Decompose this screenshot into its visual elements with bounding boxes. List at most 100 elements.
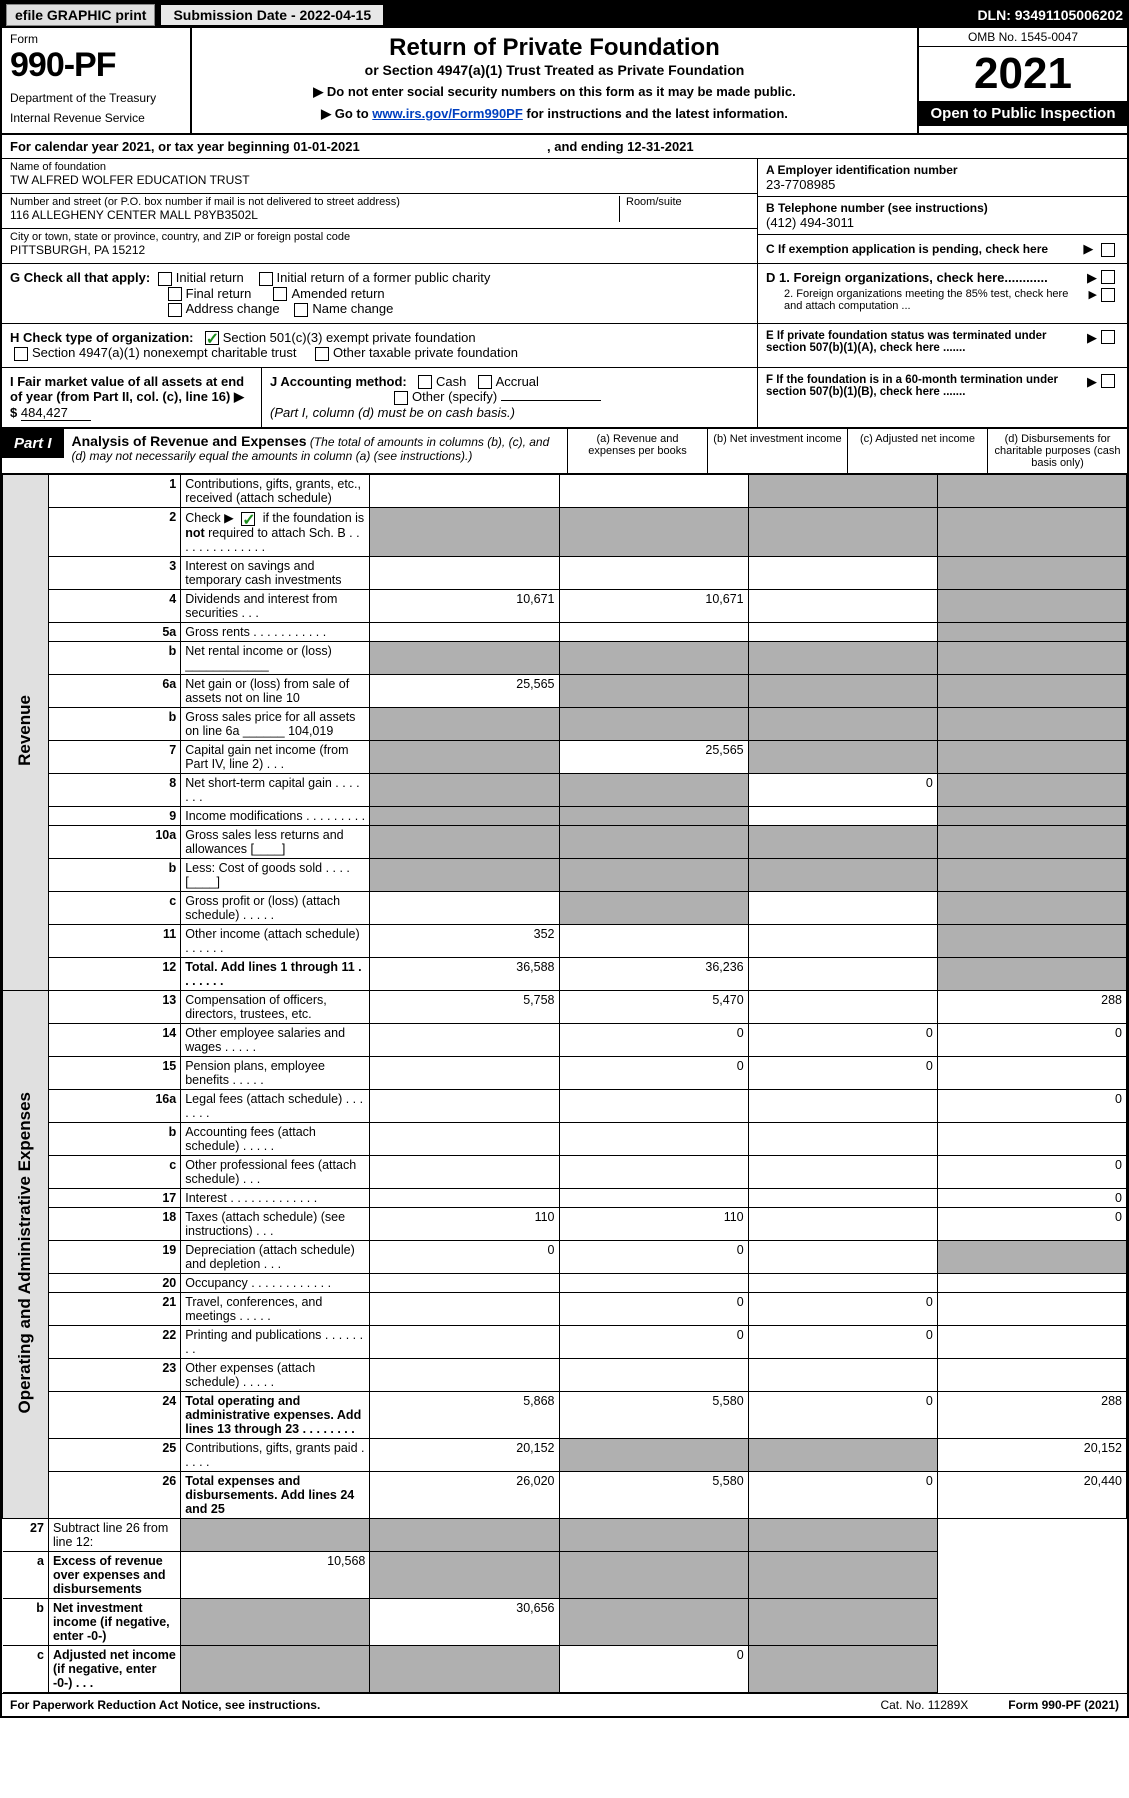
line-number: b <box>3 1598 49 1645</box>
line-desc: Gross rents . . . . . . . . . . . <box>181 622 370 641</box>
g-initial-return-checkbox[interactable] <box>158 272 172 286</box>
efile-print-button[interactable]: efile GRAPHIC print <box>6 4 155 26</box>
j-cash-checkbox[interactable] <box>418 375 432 389</box>
amount-cell <box>559 1089 748 1122</box>
amount-cell-shaded <box>559 641 748 674</box>
j-cash: Cash <box>436 374 466 389</box>
amount-cell <box>370 556 559 589</box>
section-h: H Check type of organization: Section 50… <box>2 324 757 367</box>
section-i: I Fair market value of all assets at end… <box>2 368 262 427</box>
g-address-change-checkbox[interactable] <box>168 303 182 317</box>
amount-cell <box>370 474 559 507</box>
line-desc: Occupancy . . . . . . . . . . . . <box>181 1273 370 1292</box>
amount-cell-shaded <box>559 1518 748 1551</box>
goto-link-line: ▶ Go to www.irs.gov/Form990PF for instru… <box>202 106 907 122</box>
line-number: 9 <box>48 806 180 825</box>
form-title: Return of Private Foundation <box>202 34 907 62</box>
amount-cell-shaded <box>559 1598 748 1645</box>
amount-cell-shaded <box>937 474 1126 507</box>
amount-cell-shaded <box>937 740 1126 773</box>
amount-cell: 0 <box>748 1056 937 1089</box>
amount-cell <box>370 1358 559 1391</box>
omb-number: OMB No. 1545-0047 <box>919 28 1127 47</box>
amount-cell <box>559 1188 748 1207</box>
amount-cell: 0 <box>937 1023 1126 1056</box>
line-number: 4 <box>48 589 180 622</box>
name-label: Name of foundation <box>10 161 749 173</box>
amount-cell <box>937 1122 1126 1155</box>
line-desc: Contributions, gifts, grants, etc., rece… <box>181 474 370 507</box>
amount-cell <box>937 1325 1126 1358</box>
amount-cell: 0 <box>748 1325 937 1358</box>
amount-cell: 0 <box>370 1240 559 1273</box>
amount-cell-shaded <box>748 1438 937 1471</box>
section-d: D 1. Foreign organizations, check here..… <box>757 264 1127 323</box>
amount-cell: 10,568 <box>181 1551 370 1598</box>
table-row: 21Travel, conferences, and meetings . . … <box>3 1292 1127 1325</box>
amount-cell-shaded <box>937 825 1126 858</box>
amount-cell-shaded <box>937 556 1126 589</box>
g-final-return-checkbox[interactable] <box>168 287 182 301</box>
address-row: Number and street (or P.O. box number if… <box>2 194 757 229</box>
irs-link[interactable]: www.irs.gov/Form990PF <box>372 106 523 121</box>
submission-date: Submission Date - 2022-04-15 <box>161 5 383 25</box>
amount-cell: 0 <box>559 1292 748 1325</box>
line-number: 15 <box>48 1056 180 1089</box>
city-row: City or town, state or province, country… <box>2 229 757 263</box>
h-4947-checkbox[interactable] <box>14 347 28 361</box>
amount-cell <box>559 1273 748 1292</box>
j-other: Other (specify) <box>412 389 497 404</box>
amount-cell <box>748 1155 937 1188</box>
amount-cell-shaded <box>748 1551 937 1598</box>
g-label: G Check all that apply: <box>10 270 150 285</box>
amount-cell <box>370 622 559 641</box>
amount-cell <box>748 1240 937 1273</box>
e-checkbox[interactable] <box>1101 330 1115 344</box>
line-desc: Gross sales price for all assets on line… <box>181 707 370 740</box>
f-label: F If the foundation is in a 60-month ter… <box>766 374 1087 398</box>
table-row: 19Depreciation (attach schedule) and dep… <box>3 1240 1127 1273</box>
amount-cell: 36,236 <box>559 957 748 990</box>
line-number: b <box>48 641 180 674</box>
amount-cell-shaded <box>181 1645 370 1692</box>
j-other-checkbox[interactable] <box>394 391 408 405</box>
amount-cell-shaded <box>370 507 559 556</box>
g-name-change: Name change <box>312 301 393 316</box>
table-row: 11Other income (attach schedule) . . . .… <box>3 924 1127 957</box>
amount-cell <box>748 589 937 622</box>
amount-cell-shaded <box>559 825 748 858</box>
h-501c3-checkbox[interactable] <box>205 331 219 345</box>
amount-cell-shaded <box>937 507 1126 556</box>
amount-cell-shaded <box>748 1518 937 1551</box>
j-accrual-checkbox[interactable] <box>478 375 492 389</box>
amount-cell-shaded <box>559 1438 748 1471</box>
form-number: 990-PF <box>10 46 182 85</box>
amount-cell-shaded <box>937 641 1126 674</box>
amount-cell: 0 <box>748 1292 937 1325</box>
amount-cell: 10,671 <box>370 589 559 622</box>
j-note: (Part I, column (d) must be on cash basi… <box>270 405 515 420</box>
amount-cell: 0 <box>559 1056 748 1089</box>
line-number: 19 <box>48 1240 180 1273</box>
line-desc: Compensation of officers, directors, tru… <box>181 990 370 1023</box>
g-name-change-checkbox[interactable] <box>294 303 308 317</box>
pending-checkbox[interactable] <box>1101 243 1115 257</box>
h-other-taxable-checkbox[interactable] <box>315 347 329 361</box>
amount-cell <box>559 924 748 957</box>
line-number: 13 <box>48 990 180 1023</box>
amount-cell-shaded <box>559 674 748 707</box>
d2-checkbox[interactable] <box>1101 288 1115 302</box>
g-initial-public-checkbox[interactable] <box>259 272 273 286</box>
amount-cell <box>370 1155 559 1188</box>
g-amended-checkbox[interactable] <box>273 287 287 301</box>
d1-checkbox[interactable] <box>1101 270 1115 284</box>
amount-cell: 110 <box>559 1207 748 1240</box>
table-row: Revenue1Contributions, gifts, grants, et… <box>3 474 1127 507</box>
f-checkbox[interactable] <box>1101 374 1115 388</box>
dept-treasury: Department of the Treasury <box>10 91 182 105</box>
amount-cell <box>559 622 748 641</box>
part1-header: Part I Analysis of Revenue and Expenses … <box>2 427 1127 474</box>
line-number: 1 <box>48 474 180 507</box>
schb-checkbox[interactable] <box>241 512 255 526</box>
table-row: 3Interest on savings and temporary cash … <box>3 556 1127 589</box>
